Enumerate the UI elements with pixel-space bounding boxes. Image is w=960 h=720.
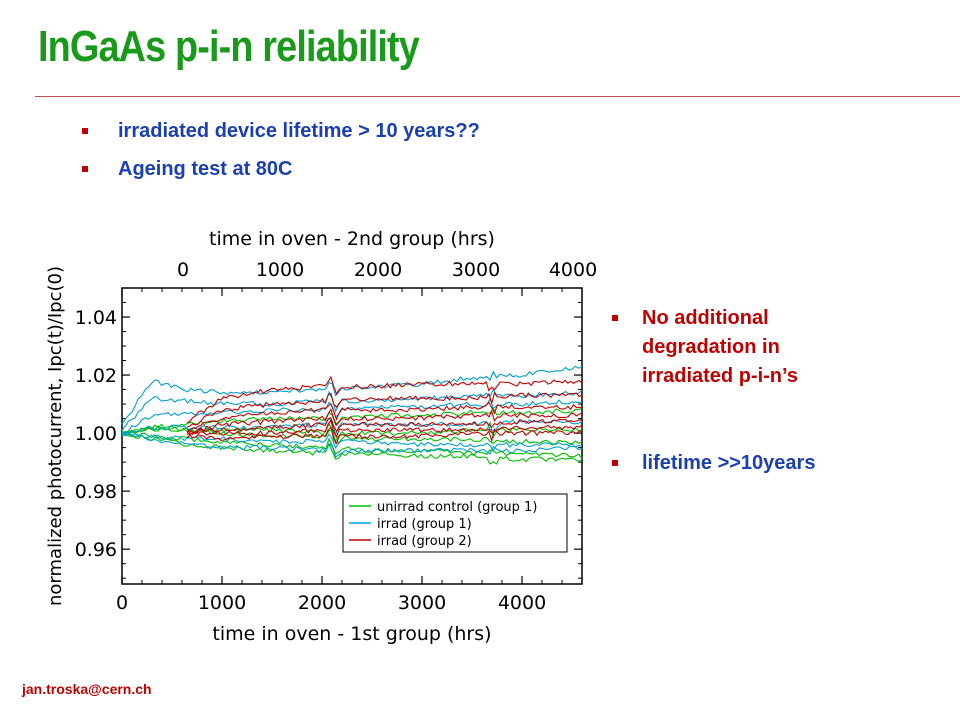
top-x-tick-label: 4000 (549, 259, 597, 281)
bullet-text: Ageing test at 80C (118, 157, 293, 180)
series-line (121, 432, 583, 459)
bullet-list: irradiated device lifetime > 10 years?? … (82, 112, 480, 188)
bullet-square-icon (82, 166, 88, 172)
conclusion-item: No additional degradation in irradiated … (612, 304, 932, 391)
page-title: InGaAs p-i-n reliability (38, 22, 420, 71)
top-x-tick-label: 2000 (354, 259, 402, 281)
legend-label: irrad (group 1) (377, 517, 472, 532)
top-x-tick-label: 3000 (452, 259, 500, 281)
series-line (121, 431, 583, 458)
conclusions: No additional degradation in irradiated … (612, 304, 932, 478)
y-tick-label: 1.00 (75, 423, 117, 445)
x-axis-label: time in oven - 1st group (hrs) (212, 623, 491, 645)
series-line (121, 388, 583, 431)
conclusion-text: lifetime >>10years (642, 452, 816, 474)
top-x-axis-label: time in oven - 2nd group (hrs) (209, 228, 495, 250)
bullet-item: irradiated device lifetime > 10 years?? (82, 112, 480, 150)
legend-box (342, 493, 568, 553)
series-line (186, 417, 583, 435)
bullet-text: irradiated device lifetime > 10 years?? (118, 119, 480, 142)
series-line (186, 408, 583, 436)
bullet-square-icon (612, 460, 618, 466)
series-line (121, 397, 583, 436)
legend-label: unirrad control (group 1) (377, 500, 537, 515)
x-tick-label: 4000 (498, 592, 546, 614)
top-x-tick-label: 0 (177, 259, 189, 281)
x-tick-label: 3000 (398, 592, 446, 614)
series-line (121, 432, 583, 452)
top-x-tick-label: 1000 (256, 259, 304, 281)
series-line (186, 391, 583, 428)
conclusion-text: No additional degradation in irradiated … (642, 307, 798, 387)
x-tick-label: 0 (116, 592, 128, 614)
series-line (186, 419, 583, 439)
plot-frame (121, 287, 583, 585)
series-line (121, 365, 583, 425)
y-tick-label: 0.98 (75, 481, 117, 503)
title-divider (35, 96, 960, 97)
series-line (186, 375, 583, 424)
y-axis-label: normalized photocurrent, Ipc(t)/Ipc(0) (45, 266, 66, 606)
y-tick-label: 1.04 (75, 307, 117, 329)
series-line (186, 426, 583, 445)
series-line (121, 431, 583, 465)
legend-label: irrad (group 2) (377, 534, 472, 549)
bullet-item: Ageing test at 80C (82, 150, 480, 188)
x-tick-label: 2000 (298, 592, 346, 614)
x-tick-label: 1000 (198, 592, 246, 614)
series-line (186, 401, 583, 432)
y-tick-label: 1.02 (75, 365, 117, 387)
conclusion-item: lifetime >>10years (612, 449, 932, 478)
bullet-square-icon (82, 128, 88, 134)
y-tick-label: 0.96 (75, 539, 117, 561)
footer-email: jan.troska@cern.ch (22, 681, 152, 697)
bullet-square-icon (612, 315, 618, 321)
